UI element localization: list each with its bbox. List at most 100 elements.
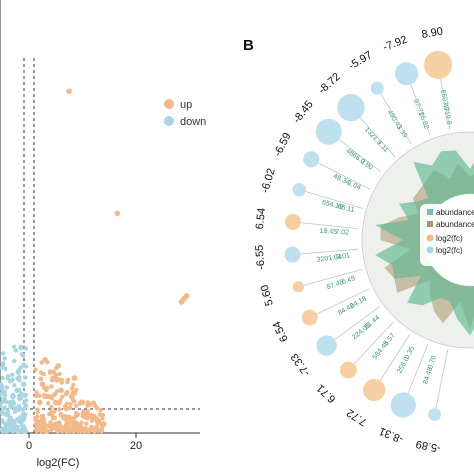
up-cloud-point xyxy=(77,423,82,428)
down-cloud-point xyxy=(0,375,5,381)
inner-value-b-4: 4866.0 xyxy=(344,147,366,165)
fc-bubble-7 xyxy=(284,213,301,230)
threshold-lines xyxy=(0,58,200,433)
up-cloud-point xyxy=(45,385,50,391)
up-cloud-point xyxy=(57,407,62,412)
fc-bubble-10 xyxy=(301,309,318,326)
down-cloud-point xyxy=(9,424,15,429)
up-cloud-point xyxy=(90,400,96,405)
fc-label-3: -8.72 xyxy=(316,71,343,97)
spoke-2 xyxy=(380,92,412,145)
down-cloud-point xyxy=(1,361,6,366)
down-cloud-point xyxy=(19,352,25,357)
fc-label-9: 5.60 xyxy=(259,283,276,307)
down-cloud-point xyxy=(2,393,8,398)
panel-label-b: B xyxy=(243,37,254,54)
down-point-6 xyxy=(7,399,14,406)
up-cloud-point xyxy=(54,376,60,382)
up-cloud-point xyxy=(54,372,59,378)
spoke-15 xyxy=(435,349,449,409)
up-point-18 xyxy=(42,357,48,363)
fc-bubble-0 xyxy=(424,50,453,79)
fc-label-10: 6.54 xyxy=(271,319,291,344)
up-cloud-point xyxy=(99,429,104,434)
down-cloud-point xyxy=(3,422,9,427)
x-tick-label-0: 0 xyxy=(26,440,32,452)
inner-value-a-9: 6.49 xyxy=(341,275,356,286)
down-cloud-point xyxy=(12,358,17,364)
fc-bubble-11 xyxy=(316,335,337,356)
up-cloud-point xyxy=(39,414,45,419)
spoke-6 xyxy=(304,191,363,209)
down-point-2 xyxy=(10,393,16,400)
up-cloud-point xyxy=(79,420,84,425)
up-cloud-point xyxy=(49,427,54,432)
down-cloud-point xyxy=(2,389,7,395)
x-tick-0: 0 xyxy=(26,433,32,452)
up-cloud-point xyxy=(86,427,91,433)
down-cloud-point xyxy=(21,427,26,432)
up-cloud-point xyxy=(71,382,76,387)
fc-bubble-13 xyxy=(363,378,386,402)
up-cloud-point xyxy=(41,372,46,377)
fc-label-7: 6.54 xyxy=(254,207,268,230)
fc-bubble-1 xyxy=(395,62,419,86)
legend-b-fc-down-label: log2(fc) xyxy=(436,246,463,255)
down-cloud-point xyxy=(17,374,22,380)
down-point-1 xyxy=(18,344,24,351)
down-cloud-point xyxy=(0,351,6,356)
up-cloud-point xyxy=(55,424,60,429)
down-cloud-point xyxy=(17,377,22,383)
down-cloud-point xyxy=(16,429,21,434)
inner-value-a-14: 0.70 xyxy=(427,355,438,370)
volcano-plot: 0 20 log2(FC) up down xyxy=(0,0,206,469)
up-point-11 xyxy=(69,393,75,400)
down-point-3 xyxy=(12,405,19,412)
down-point-9 xyxy=(21,411,28,418)
fc-bubble-2 xyxy=(370,81,384,95)
up-cloud-point xyxy=(72,425,77,431)
up-point-6 xyxy=(44,393,51,400)
fc-bubble-14 xyxy=(390,392,416,418)
up-point-4 xyxy=(178,299,185,305)
down-cloud-point xyxy=(13,424,19,429)
fc-label-5: -6.59 xyxy=(272,131,294,159)
up-point-7 xyxy=(50,375,56,381)
up-point-15 xyxy=(90,415,96,421)
legend-b-abund1-label: abundance xyxy=(436,208,474,217)
up-cloud-point xyxy=(68,420,73,425)
up-cloud-point xyxy=(75,428,81,433)
up-cloud-point xyxy=(49,409,54,415)
up-cloud-point xyxy=(59,380,64,385)
fc-bubble-15 xyxy=(428,408,441,421)
down-cloud-point xyxy=(23,346,29,351)
up-cloud-point xyxy=(35,410,40,415)
inner-value-a-7: 7.02 xyxy=(335,229,349,237)
spoke-13 xyxy=(377,334,411,386)
down-cloud-point xyxy=(18,406,23,411)
x-tick-label-20: 20 xyxy=(130,440,142,452)
inner-value-b-12: 584.48 xyxy=(372,340,391,361)
down-cloud-point xyxy=(10,372,15,377)
fc-label-8: -6.55 xyxy=(254,244,268,270)
fc-label-0: 8.90 xyxy=(421,25,444,41)
up-point-12 xyxy=(74,411,80,418)
down-point-0 xyxy=(15,369,22,375)
up-point-10 xyxy=(63,405,70,412)
up-point-14 xyxy=(85,411,91,418)
fc-label-12: 6.71 xyxy=(315,382,339,405)
up-cloud-point xyxy=(74,387,79,393)
legend-b-abund2-swatch xyxy=(427,221,433,227)
up-point-20 xyxy=(36,399,43,406)
up-cloud-point xyxy=(35,414,40,420)
inner-value-b-3: 1321.9 xyxy=(363,126,383,147)
up-cloud-point xyxy=(68,401,73,407)
up-cloud-point xyxy=(94,406,100,411)
up-cloud-point xyxy=(65,377,71,383)
down-cloud-point xyxy=(0,403,3,409)
legend-b-fc-up-swatch xyxy=(426,234,434,242)
up-point-5 xyxy=(39,381,46,388)
up-cloud-point xyxy=(84,421,89,426)
up-cloud-point xyxy=(39,360,44,365)
